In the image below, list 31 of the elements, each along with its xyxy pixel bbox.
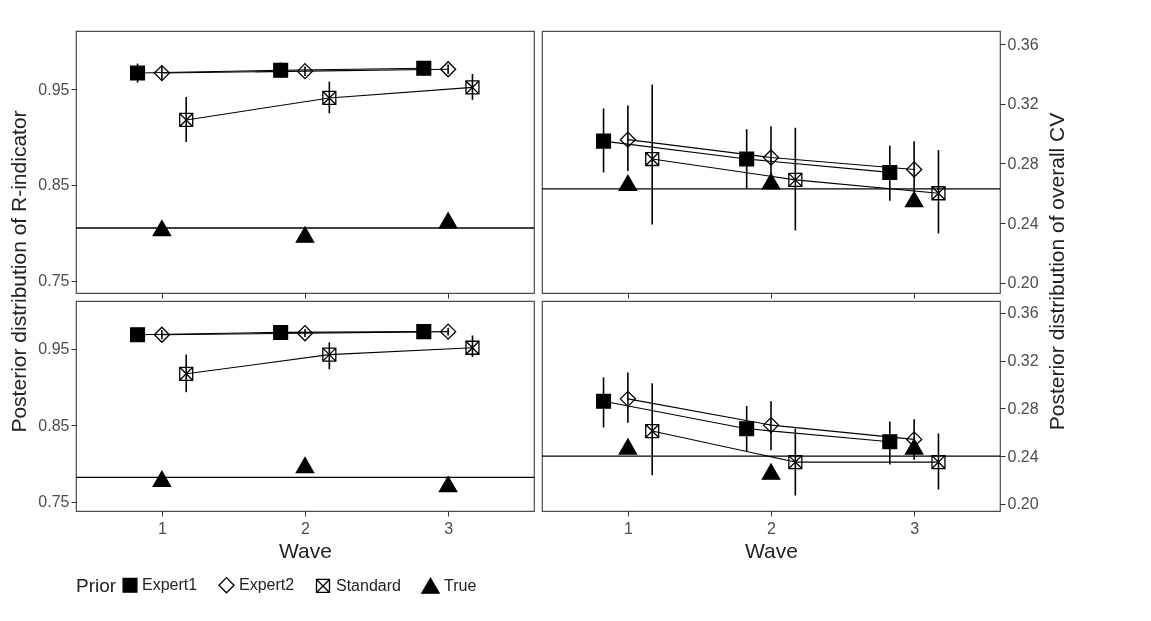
legend-label: Expert1 bbox=[142, 576, 198, 594]
y-tick-label: 0.85 bbox=[38, 176, 70, 194]
legend-label: True bbox=[444, 576, 477, 594]
x-tick-label: 1 bbox=[623, 519, 633, 537]
x-tick-label: 3 bbox=[444, 519, 454, 537]
y-tick-label: 0.75 bbox=[38, 272, 70, 290]
legend-title: Prior bbox=[76, 575, 117, 596]
x-tick-label: 1 bbox=[157, 519, 167, 537]
y-tick-label: 0.32 bbox=[1007, 95, 1039, 113]
legend-label: Standard bbox=[336, 576, 401, 594]
x-tick-label: 2 bbox=[767, 519, 777, 537]
y-tick-label: 0.32 bbox=[1007, 352, 1039, 370]
y-tick-label: 0.36 bbox=[1007, 304, 1039, 322]
y-tick-label: 0.20 bbox=[1007, 274, 1039, 292]
y-tick-label: 0.36 bbox=[1007, 35, 1039, 53]
y-tick-label: 0.24 bbox=[1007, 214, 1039, 232]
y-tick-label: 0.75 bbox=[38, 493, 70, 511]
y-tick-label: 0.24 bbox=[1007, 447, 1039, 465]
x-axis-title: Wave bbox=[745, 538, 798, 562]
y-tick-label: 0.28 bbox=[1007, 399, 1039, 417]
y-tick-label: 0.20 bbox=[1007, 495, 1039, 513]
y-tick-label: 0.95 bbox=[38, 340, 70, 358]
y-tick-label: 0.95 bbox=[38, 80, 70, 98]
y-tick-label: 0.85 bbox=[38, 416, 70, 434]
x-axis-title: Wave bbox=[279, 538, 332, 562]
legend-label: Expert2 bbox=[239, 576, 295, 594]
y-tick-label: 0.28 bbox=[1007, 154, 1039, 172]
y-axis-title: Posterior distribution of R-indicator bbox=[7, 110, 31, 433]
x-tick-label: 3 bbox=[910, 519, 920, 537]
x-tick-label: 2 bbox=[301, 519, 311, 537]
y-axis-title: Posterior distribution of overall CV bbox=[1044, 112, 1068, 431]
